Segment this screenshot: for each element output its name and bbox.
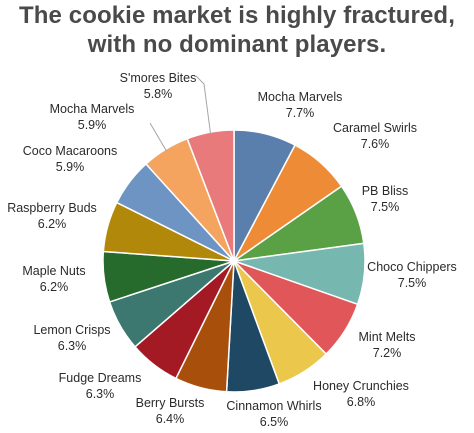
slice-value-label: 6.3% bbox=[58, 339, 87, 353]
slice-value-label: 7.5% bbox=[398, 276, 427, 290]
slice-label: Mocha Marvels bbox=[258, 90, 343, 104]
slice-value-label: 6.3% bbox=[86, 387, 115, 401]
slice-label: S'mores Bites bbox=[120, 71, 197, 85]
slice-value-label: 6.5% bbox=[260, 415, 289, 429]
slice-label: Berry Bursts bbox=[136, 396, 205, 410]
leader-line bbox=[149, 122, 167, 152]
slice-value-label: 7.7% bbox=[286, 106, 315, 120]
chart-title-line-2: with no dominant players. bbox=[87, 31, 387, 58]
slice-label: Maple Nuts bbox=[22, 264, 85, 278]
chart-title-line-1: The cookie market is highly fractured, bbox=[19, 2, 455, 29]
slice-label: Coco Macaroons bbox=[23, 144, 118, 158]
slice-label: Choco Chippers bbox=[367, 260, 457, 274]
slice-value-label: 7.6% bbox=[361, 137, 390, 151]
leader-line bbox=[195, 75, 212, 135]
pie-slices bbox=[102, 129, 366, 393]
slice-label: Mint Melts bbox=[359, 330, 416, 344]
slice-value-label: 5.9% bbox=[56, 160, 85, 174]
slice-label: Raspberry Buds bbox=[7, 201, 97, 215]
slice-label: Lemon Crisps bbox=[33, 323, 110, 337]
slice-label: Honey Crunchies bbox=[313, 379, 409, 393]
slice-labels: Mocha Marvels 7.7% Caramel Swirls 7.6% PB Bl… bbox=[7, 71, 457, 429]
slice-label: Cinnamon Whirls bbox=[226, 399, 321, 413]
slice-value-label: 7.5% bbox=[371, 200, 400, 214]
slice-label: Caramel Swirls bbox=[333, 121, 417, 135]
slice-value-label: 5.9% bbox=[78, 118, 107, 132]
slice-label: Mocha Marvels bbox=[50, 102, 135, 116]
slice-label: Fudge Dreams bbox=[59, 371, 142, 385]
leader-lines bbox=[149, 75, 212, 152]
slice-value-label: 6.2% bbox=[40, 280, 69, 294]
slice-label: PB Bliss bbox=[362, 184, 409, 198]
slice-value-label: 6.4% bbox=[156, 412, 185, 426]
slice-value-label: 5.8% bbox=[144, 87, 173, 101]
slice-value-label: 6.8% bbox=[347, 395, 376, 409]
slice-value-label: 7.2% bbox=[373, 346, 402, 360]
slice-value-label: 6.2% bbox=[38, 217, 67, 231]
